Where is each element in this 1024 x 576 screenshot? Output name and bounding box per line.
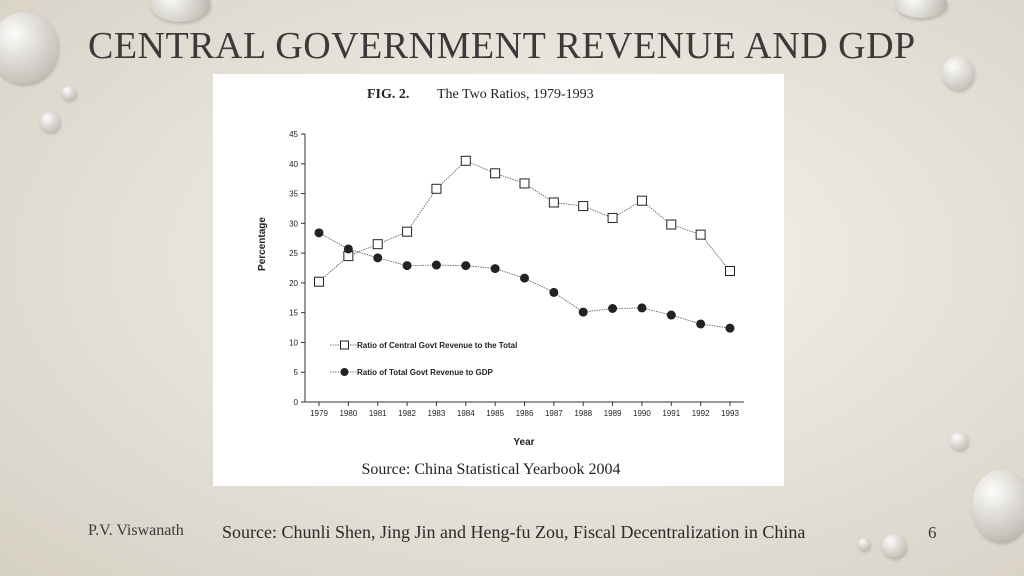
y-axis-label: Percentage xyxy=(257,217,268,271)
data-point-square xyxy=(636,195,647,206)
data-point-circle xyxy=(461,261,471,271)
data-point-circle xyxy=(725,323,735,333)
y-tick-label: 5 xyxy=(294,368,299,377)
legend-label: Ratio of Total Govt Revenue to GDP xyxy=(357,368,494,377)
data-point-circle xyxy=(637,303,647,313)
data-point-circle xyxy=(402,261,412,271)
legend-marker-circle xyxy=(340,368,349,376)
data-point-square xyxy=(431,183,442,194)
x-tick-label: 1985 xyxy=(486,409,504,418)
data-point-square xyxy=(607,212,618,223)
data-point-circle xyxy=(666,310,676,320)
data-point-square xyxy=(372,239,383,250)
data-point-circle xyxy=(608,303,618,313)
figure-label: FIG. 2. xyxy=(367,87,409,102)
data-point-square xyxy=(490,168,501,179)
x-tick-label: 1982 xyxy=(398,409,416,418)
x-tick-label: 1989 xyxy=(604,409,622,418)
x-tick-label: 1990 xyxy=(633,409,651,418)
x-tick-label: 1980 xyxy=(339,409,357,418)
y-tick-label: 15 xyxy=(289,309,298,318)
legend-label: Ratio of Central Govt Revenue to the Tot… xyxy=(357,341,517,350)
x-tick-label: 1979 xyxy=(310,409,328,418)
x-tick-label: 1981 xyxy=(369,409,387,418)
footer-source: Source: Chunli Shen, Jing Jin and Heng-f… xyxy=(222,522,806,542)
y-tick-label: 45 xyxy=(289,130,298,139)
x-axis-label: Year xyxy=(513,437,534,448)
water-drop-decoration xyxy=(950,432,968,450)
x-tick-label: 1984 xyxy=(457,409,475,418)
water-drop-decoration xyxy=(942,56,974,90)
chart-title: The Two Ratios, 1979-1993 xyxy=(437,87,594,102)
x-tick-label: 1993 xyxy=(721,409,739,418)
water-drop-decoration xyxy=(0,12,58,84)
x-tick-label: 1988 xyxy=(574,409,592,418)
water-drop-decoration xyxy=(62,86,76,100)
data-point-circle xyxy=(373,253,383,263)
x-tick-label: 1983 xyxy=(428,409,446,418)
data-point-circle xyxy=(578,307,588,317)
water-drop-decoration xyxy=(150,0,210,22)
y-tick-label: 25 xyxy=(289,249,298,258)
data-point-circle xyxy=(343,244,353,254)
x-tick-label: 1991 xyxy=(662,409,680,418)
data-point-square xyxy=(725,265,735,276)
y-tick-label: 20 xyxy=(289,279,298,288)
data-point-circle xyxy=(549,287,559,297)
author-name: P.V. Viswanath xyxy=(88,522,184,539)
y-tick-label: 10 xyxy=(289,338,298,347)
data-point-square xyxy=(666,219,677,230)
chart-series xyxy=(314,155,735,333)
water-drop-decoration xyxy=(895,0,947,18)
data-point-circle xyxy=(696,319,706,329)
water-drop-decoration xyxy=(858,538,870,550)
data-point-square xyxy=(460,155,471,166)
data-point-circle xyxy=(314,228,324,238)
x-tick-label: 1992 xyxy=(692,409,710,418)
y-tick-label: 40 xyxy=(289,160,298,169)
data-point-square xyxy=(695,229,706,240)
data-point-circle xyxy=(520,273,529,283)
chart-axes: 0 5 10 15 20 25 30 35 40 45 1979 1980 1981 1982 1983 19… xyxy=(289,130,744,418)
data-point-square xyxy=(402,226,413,237)
data-point-circle xyxy=(431,260,441,270)
data-point-square xyxy=(519,178,530,189)
slide-title: CENTRAL GOVERNMENT REVENUE AND GDP xyxy=(88,25,916,67)
water-drop-decoration xyxy=(882,534,906,558)
figure-source: Source: China Statistical Yearbook 2004 xyxy=(361,461,620,478)
chart-legend: Ratio of Central Govt Revenue to the Tot… xyxy=(330,340,517,377)
water-drop-decoration xyxy=(972,470,1024,542)
data-point-square xyxy=(578,201,589,212)
data-point-circle xyxy=(490,264,500,274)
line-chart: FIG. 2. The Two Ratios, 1979-1993 Percen… xyxy=(257,87,744,478)
figure-panel: FIG. 2. The Two Ratios, 1979-1993 Percen… xyxy=(213,74,784,486)
legend-marker-square xyxy=(340,340,349,350)
y-tick-label: 35 xyxy=(289,190,298,199)
y-tick-label: 30 xyxy=(289,219,298,228)
water-drop-decoration xyxy=(40,112,60,132)
x-tick-label: 1987 xyxy=(545,409,563,418)
page-number: 6 xyxy=(928,523,937,542)
x-tick-label: 1986 xyxy=(516,409,534,418)
y-tick-label: 0 xyxy=(294,398,299,407)
data-point-square xyxy=(314,276,324,287)
data-point-square xyxy=(548,197,559,208)
